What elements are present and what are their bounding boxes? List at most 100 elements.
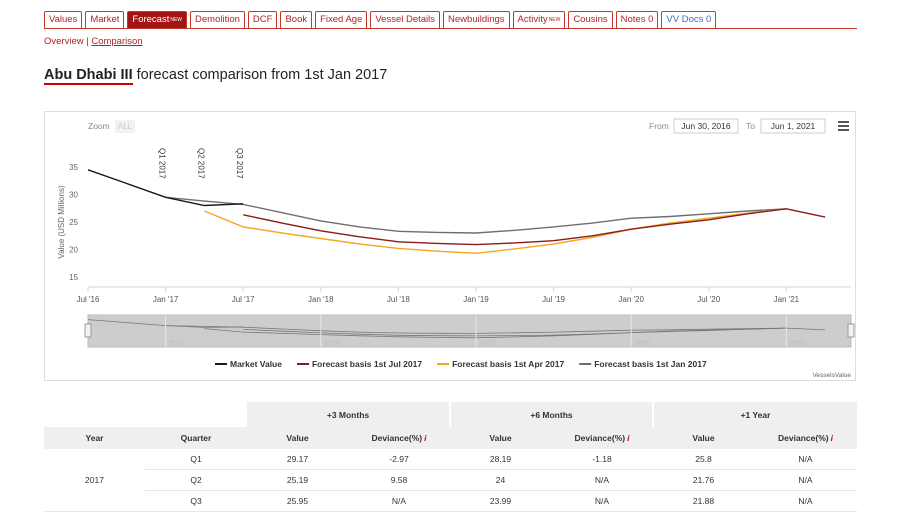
navigator-handle[interactable]	[847, 323, 855, 338]
y-tick-label: 15	[69, 273, 78, 282]
tab-label: Fixed Age	[320, 14, 363, 25]
tab-label: VV Docs 0	[666, 14, 712, 25]
nav-tab[interactable]: ForecastNEW	[127, 11, 188, 29]
nav-tab[interactable]: DCF	[247, 11, 278, 29]
from-label: From	[649, 121, 669, 131]
y-tick-label: 20	[69, 246, 78, 255]
nav-tab[interactable]: Market	[85, 11, 125, 29]
table-cell: 24	[450, 469, 551, 491]
to-label: To	[746, 121, 755, 131]
table-cell: 21.88	[653, 490, 754, 512]
info-icon[interactable]: i	[424, 433, 427, 443]
nav-tab[interactable]: Vessel Details	[370, 11, 441, 29]
column-label: Quarter	[180, 433, 212, 443]
legend-label[interactable]: Forecast basis 1st Apr 2017	[452, 359, 564, 369]
menu-icon[interactable]	[838, 129, 849, 131]
nav-tab[interactable]: Cousins	[568, 11, 613, 29]
from-input[interactable]	[673, 118, 739, 134]
info-icon[interactable]: i	[627, 433, 630, 443]
header-row: Year Quarter Value Deviance(%) i Value Devianc…	[44, 427, 857, 449]
group-header: +6 Months	[449, 402, 653, 427]
to-input[interactable]	[760, 118, 826, 134]
tab-label: Values	[49, 14, 78, 25]
title-text: forecast comparison from 1st Jan 2017	[136, 67, 388, 83]
navigator-bg	[88, 315, 851, 347]
nav-tab[interactable]: Notes 0	[615, 11, 659, 29]
x-tick-label: Jul '16	[77, 295, 100, 304]
tab-underline	[44, 28, 857, 29]
column-label: Deviance(%)	[371, 433, 423, 443]
zoom-button-bg[interactable]	[115, 120, 135, 133]
menu-icon[interactable]	[838, 121, 849, 123]
menu-icon[interactable]	[838, 125, 849, 127]
sub-nav-link[interactable]: Comparison	[91, 36, 143, 47]
table-cell: N/A	[551, 490, 653, 512]
group-header: +1 Year	[652, 402, 857, 427]
table-cell: 21.76	[653, 469, 754, 491]
x-tick-label: Jan '18	[308, 295, 334, 304]
series-line	[165, 196, 787, 234]
navigator-handle[interactable]	[84, 323, 92, 338]
sub-nav-link[interactable]: Overview	[44, 36, 84, 47]
annotation: Q2 2017	[196, 148, 205, 179]
nav-tab[interactable]: Fixed Age	[315, 11, 368, 29]
group-header: +3 Months	[247, 402, 450, 427]
nav-tabs: Values Market ForecastNEW Demolition DCF Book…	[44, 11, 717, 29]
table-row: Q3 25.95 N/A 23.99 N/A 21.88 N/A	[44, 490, 857, 512]
chart-container: Zoom ALL From Jun 30, 2016 To Jun 1, 2021 15 20…	[44, 111, 856, 381]
tab-label: Cousins	[573, 14, 608, 25]
column-label: Value	[692, 433, 715, 443]
table-cell: N/A	[551, 469, 653, 491]
series-line	[87, 169, 244, 207]
nav-tab[interactable]: Demolition	[190, 11, 245, 29]
info-icon[interactable]: i	[830, 433, 833, 443]
nav-tab[interactable]: Newbuildings	[443, 11, 510, 29]
comparison-table: +3 Months +6 Months +1 Year Year Quarter V…	[44, 402, 857, 512]
nav-tab[interactable]: Values	[44, 11, 83, 29]
tab-label: Vessel Details	[375, 14, 436, 25]
table-cell: N/A	[754, 449, 857, 470]
tab-label: DCF	[252, 14, 273, 25]
navigator-label: 2017	[169, 338, 186, 347]
x-tick-label: Jul '18	[387, 295, 410, 304]
navigator-label: 2021	[789, 338, 806, 347]
annotation: Q1 2017	[158, 148, 167, 179]
zoom-button[interactable]: ALL	[118, 122, 133, 131]
column-header: Quarter	[145, 427, 247, 449]
navigator-label: 2019	[479, 338, 496, 347]
column-header: Year	[44, 427, 145, 449]
table-cell: N/A	[754, 490, 857, 512]
group-row: +3 Months +6 Months +1 Year	[44, 402, 857, 427]
column-label: Value	[489, 433, 512, 443]
column-header: Deviance(%) i	[754, 427, 857, 449]
table-cell: -2.97	[348, 449, 450, 470]
legend-label[interactable]: Market Value	[230, 359, 282, 369]
x-tick-label: Jan '19	[463, 295, 489, 304]
y-axis-title: Value (USD Millions)	[57, 185, 66, 259]
x-tick-label: Jul '19	[542, 295, 565, 304]
legend-label[interactable]: Forecast basis 1st Jan 2017	[594, 359, 707, 369]
column-header: Value	[450, 427, 551, 449]
nav-tab[interactable]: Book	[280, 11, 313, 29]
column-header: Deviance(%) i	[551, 427, 653, 449]
table-cell: Q3	[145, 490, 247, 512]
table-cell: -1.18	[551, 449, 653, 470]
page-title: Abu Dhabi III forecast comparison from 1…	[44, 67, 388, 85]
tab-label: Market	[90, 14, 120, 25]
table-cell: 25.19	[247, 469, 348, 491]
column-label: Deviance(%)	[574, 433, 626, 443]
series-line	[243, 208, 826, 246]
nav-tab[interactable]: VV Docs 0	[661, 11, 717, 29]
legend-label[interactable]: Forecast basis 1st Jul 2017	[312, 359, 422, 369]
nav-tab[interactable]: ActivityNEW	[512, 11, 566, 29]
from-value: Jun 30, 2016	[681, 121, 730, 131]
table-cell: Q1	[145, 449, 247, 470]
tab-label: Newbuildings	[448, 14, 505, 25]
column-label: Year	[85, 433, 104, 443]
tab-label: Activity	[517, 14, 548, 25]
column-header: Deviance(%) i	[348, 427, 450, 449]
table-cell: 25.8	[653, 449, 754, 470]
year-cell: 2017	[44, 449, 145, 512]
to-value: Jun 1, 2021	[771, 121, 816, 131]
sub-nav: Overview | Comparison	[44, 36, 143, 47]
